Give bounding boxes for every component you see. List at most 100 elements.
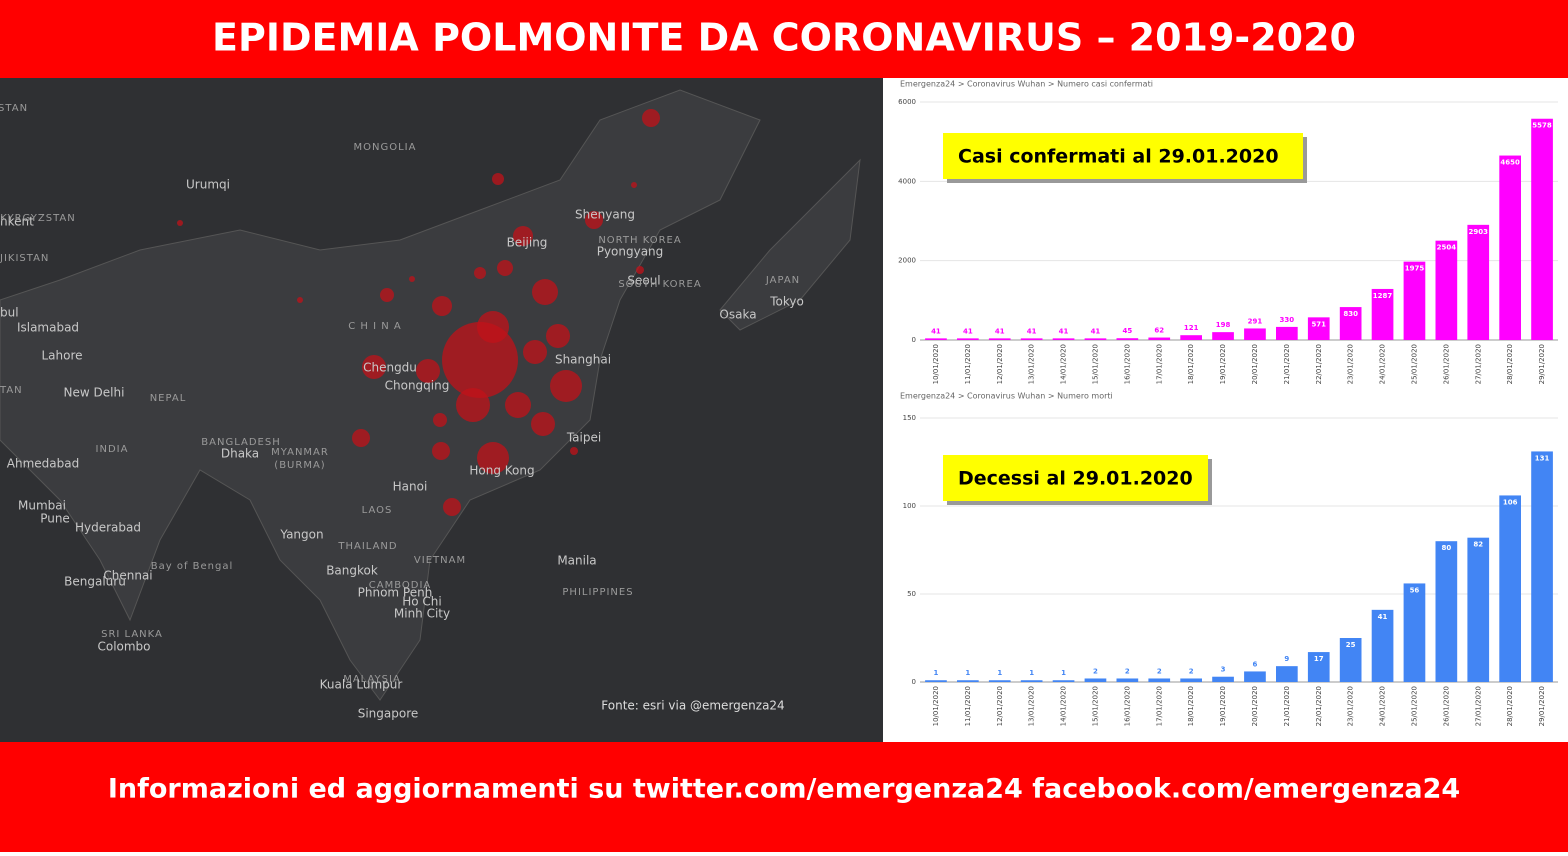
value-label: 2 [1125,667,1130,675]
bar [1371,609,1394,682]
map-label: Taipei [566,431,601,445]
value-label: 1 [1061,669,1066,677]
map-label: Kuala Lumpur [320,678,403,692]
map-label: THAILAND [337,541,397,552]
x-tick-label: 24/01/2020 [1379,686,1387,726]
value-label: 41 [1059,327,1069,335]
map-label: Hyderabad [75,521,141,535]
bar [957,680,979,682]
bar [1467,224,1490,340]
bar [1052,338,1075,340]
map-label: Ahmedabad [7,457,79,471]
x-tick-label: 19/01/2020 [1219,344,1227,384]
bar [1371,288,1394,340]
bar [925,338,947,340]
value-label: 131 [1535,454,1550,462]
map-label: (BURMA) [274,460,325,471]
bar [1180,335,1202,340]
map-label: MONGOLIA [354,142,417,153]
map-label: TAN [0,385,23,396]
x-tick-label: 14/01/2020 [1060,344,1068,384]
map-label: Tokyo [769,295,804,309]
bar [1116,678,1139,682]
outbreak-circles [177,109,660,516]
map-label: Hong Kong [469,464,534,478]
x-tick-label: 25/01/2020 [1410,344,1418,384]
bar [1116,338,1139,340]
map-label: Colombo [97,640,150,654]
x-tick-label: 11/01/2020 [964,344,972,384]
map-label: hkent [0,215,34,229]
value-label: 198 [1216,321,1231,329]
bar [1244,671,1266,682]
value-label: 2 [1189,667,1194,675]
callout-box [943,133,1303,179]
x-tick-label: 21/01/2020 [1283,686,1291,726]
map-label: Chennai [103,569,152,583]
value-label: 25 [1346,641,1356,649]
map-label: Bay of Bengal [151,561,234,572]
bar [1244,328,1266,340]
value-label: 2504 [1437,244,1457,252]
map-source: Fonte: esri via @emergenza24 [601,699,784,713]
bar [1212,332,1234,340]
bar [1435,541,1458,682]
map-label: Urumqi [186,178,230,192]
value-label: 1 [965,669,970,677]
value-label: 1 [997,669,1002,677]
x-tick-label: 13/01/2020 [1028,686,1036,726]
value-label: 3 [1221,666,1226,674]
bar [1020,680,1043,682]
x-tick-label: 16/01/2020 [1123,344,1131,384]
value-label: 5578 [1532,122,1552,130]
value-label: 45 [1122,327,1132,335]
x-tick-label: 15/01/2020 [1091,686,1099,726]
map-label: SOUTH KOREA [618,279,701,290]
x-tick-label: 21/01/2020 [1283,344,1291,384]
x-tick-label: 20/01/2020 [1251,344,1259,384]
value-label: 9 [1284,655,1289,663]
value-label: 80 [1441,544,1451,552]
map-label: Shanghai [555,353,611,367]
bar [1276,326,1298,340]
value-label: 106 [1503,498,1518,506]
bar [1148,337,1171,340]
x-tick-label: 22/01/2020 [1315,686,1323,726]
header-bar [0,0,1568,78]
map-label: Shenyang [575,208,635,222]
map-label: JIKISTAN [0,253,49,264]
map-label: NEPAL [150,393,187,404]
map-label: Singapore [358,707,419,721]
map-label: C H I N A [348,321,402,332]
map-label: Bengaluru [64,575,126,589]
x-tick-label: 13/01/2020 [1028,344,1036,384]
value-label: 1 [1029,669,1034,677]
map-label: PHILIPPINES [562,587,633,598]
bar [988,338,1011,340]
x-tick-label: 27/01/2020 [1474,344,1482,384]
bar [988,680,1011,682]
value-label: 41 [931,327,941,335]
value-label: 1 [934,669,939,677]
x-tick-label: 29/01/2020 [1538,344,1546,384]
map-label: Bangkok [326,564,378,578]
y-tick-label: 0 [912,336,916,344]
map-label: Pyongyang [597,245,664,259]
value-label: 6 [1253,660,1258,668]
value-label: 2903 [1469,228,1489,236]
x-tick-label: 24/01/2020 [1379,344,1387,384]
value-label: 17 [1314,655,1324,663]
map-label: KYRGYZSTAN [0,213,75,224]
bar [1467,537,1490,682]
bar [957,338,979,340]
value-label: 1975 [1405,265,1425,273]
value-label: 41 [995,327,1005,335]
value-label: 571 [1311,320,1326,328]
map-label: Minh City [394,607,450,621]
value-label: 330 [1280,316,1295,324]
map-label: Yangon [279,528,323,542]
bar [1499,495,1521,682]
y-tick-label: 150 [903,414,916,422]
bar [1307,317,1330,340]
